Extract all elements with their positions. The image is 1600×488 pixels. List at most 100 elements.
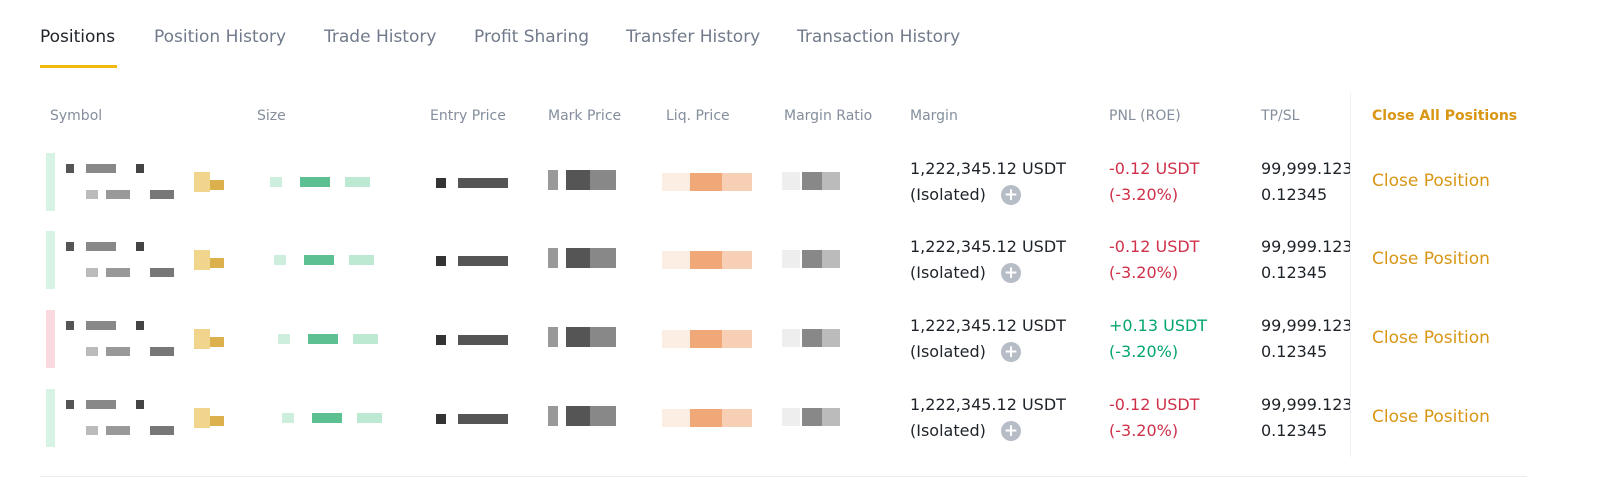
blurred-size <box>345 177 370 187</box>
blurred-size <box>312 413 342 423</box>
side-indicator <box>46 153 55 211</box>
margin-mode: (Isolated) <box>910 342 986 361</box>
blurred-symbol <box>66 164 74 173</box>
blurred-mark <box>590 248 616 268</box>
margin: 1,222,345.12 USDT <box>910 316 1066 335</box>
close-position-button[interactable]: Close Position <box>1372 407 1490 427</box>
blurred-size <box>357 413 382 423</box>
blurred-icon <box>194 172 210 192</box>
blurred-mark <box>548 170 558 190</box>
tab[interactable]: Trade History <box>324 27 437 47</box>
blurred-symbol <box>136 164 144 173</box>
blurred-entry <box>458 178 508 188</box>
blurred-symbol <box>150 426 174 435</box>
blurred-size <box>274 255 286 265</box>
blurred-size <box>308 334 338 344</box>
blurred-icon <box>210 416 224 426</box>
close-position-button[interactable]: Close Position <box>1372 249 1490 269</box>
roe: (-3.20%) <box>1109 421 1179 440</box>
sl: 0.12345 <box>1261 263 1328 282</box>
blurred-liq <box>662 251 690 269</box>
blurred-size <box>304 255 334 265</box>
blurred-ratio <box>822 172 840 190</box>
blurred-icon <box>194 408 210 428</box>
tab[interactable]: Positions <box>40 27 116 47</box>
roe: (-3.20%) <box>1109 185 1179 204</box>
tab[interactable]: Transaction History <box>797 27 961 47</box>
blurred-mark <box>590 327 616 347</box>
blurred-entry <box>436 414 446 424</box>
blurred-symbol <box>106 426 130 435</box>
blurred-ratio <box>782 250 800 268</box>
tp: 99,999.1234 <box>1261 237 1350 256</box>
blurred-symbol <box>106 347 130 356</box>
blurred-entry <box>436 256 446 266</box>
tab[interactable]: Transfer History <box>626 27 761 47</box>
header: TP/SL <box>1261 108 1300 124</box>
blurred-ratio <box>802 250 822 268</box>
pnl: -0.12 USDT <box>1109 159 1200 178</box>
header: Entry Price <box>430 108 506 124</box>
blurred-entry <box>458 414 508 424</box>
blurred-symbol <box>66 400 74 409</box>
blurred-symbol <box>150 268 174 277</box>
blurred-ratio <box>822 250 840 268</box>
margin: 1,222,345.12 USDT <box>910 159 1066 178</box>
tp: 99,999.1234 <box>1261 395 1350 414</box>
close-all-button[interactable]: Close All Positions <box>1372 108 1518 124</box>
blurred-symbol <box>106 268 130 277</box>
roe: (-3.20%) <box>1109 342 1179 361</box>
blurred-liq <box>722 173 752 191</box>
header: Size <box>257 108 286 124</box>
blurred-liq <box>690 409 722 427</box>
blurred-liq <box>662 330 690 348</box>
blurred-size <box>349 255 374 265</box>
blurred-ratio <box>782 172 800 190</box>
sl: 0.12345 <box>1261 421 1328 440</box>
blurred-mark <box>566 406 590 426</box>
blurred-mark <box>590 406 616 426</box>
tp: 99,999.1234 <box>1261 159 1350 178</box>
add-margin-icon[interactable]: + <box>1001 342 1021 362</box>
close-position-button[interactable]: Close Position <box>1372 328 1490 348</box>
blurred-symbol <box>86 242 116 251</box>
header: Margin <box>910 108 958 124</box>
tab-underline <box>40 65 117 68</box>
blurred-liq <box>722 330 752 348</box>
tp: 99,999.1234 <box>1261 316 1350 335</box>
blurred-symbol <box>106 190 130 199</box>
pnl: -0.12 USDT <box>1109 395 1200 414</box>
blurred-size <box>353 334 378 344</box>
blurred-entry <box>436 178 446 188</box>
blurred-ratio <box>782 408 800 426</box>
blurred-entry <box>458 335 508 345</box>
tab[interactable]: Profit Sharing <box>474 27 590 47</box>
blurred-icon <box>194 250 210 270</box>
blurred-icon <box>210 258 224 268</box>
add-margin-icon[interactable]: + <box>1001 421 1021 441</box>
margin-mode: (Isolated) <box>910 421 986 440</box>
tab[interactable]: Position History <box>154 27 287 47</box>
blurred-liq <box>662 409 690 427</box>
margin-mode: (Isolated) <box>910 263 986 282</box>
blurred-icon <box>194 329 210 349</box>
blurred-symbol <box>136 321 144 330</box>
blurred-icon <box>210 337 224 347</box>
blurred-ratio <box>782 329 800 347</box>
blurred-liq <box>662 173 690 191</box>
blurred-liq <box>690 330 722 348</box>
blurred-ratio <box>822 408 840 426</box>
blurred-symbol <box>150 347 174 356</box>
roe: (-3.20%) <box>1109 263 1179 282</box>
add-margin-icon[interactable]: + <box>1001 263 1021 283</box>
blurred-symbol <box>150 190 174 199</box>
pnl: +0.13 USDT <box>1109 316 1208 335</box>
close-position-button[interactable]: Close Position <box>1372 171 1490 191</box>
blurred-liq <box>722 251 752 269</box>
blurred-symbol <box>66 242 74 251</box>
blurred-symbol <box>86 190 98 199</box>
add-margin-icon[interactable]: + <box>1001 185 1021 205</box>
blurred-liq <box>690 251 722 269</box>
header: Margin Ratio <box>784 108 873 124</box>
